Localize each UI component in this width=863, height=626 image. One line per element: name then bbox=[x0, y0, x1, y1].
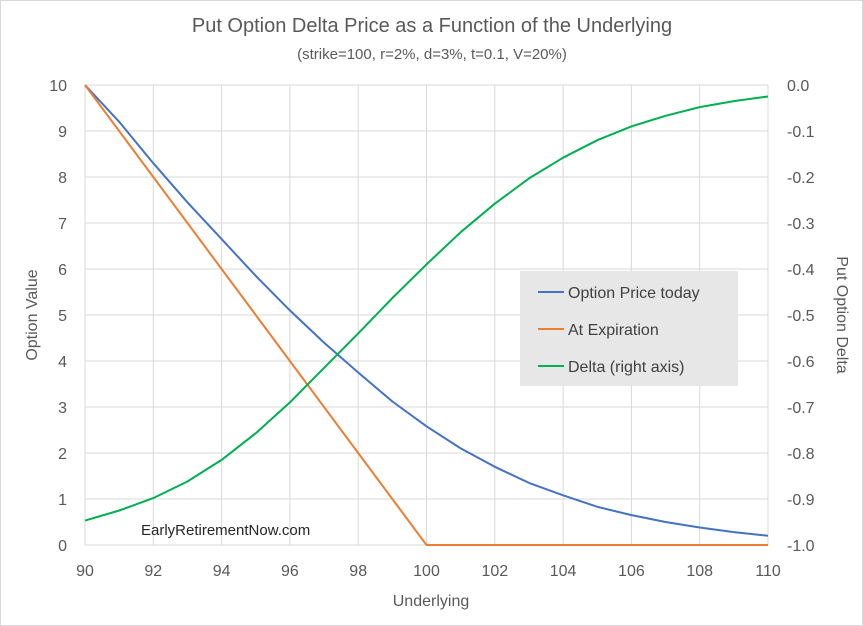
chart-title: Put Option Delta Price as a Function of … bbox=[192, 15, 672, 37]
x-tick-label: 98 bbox=[349, 563, 367, 580]
y-tick-label: 5 bbox=[58, 308, 67, 325]
y2-tick-label: -1.0 bbox=[787, 538, 815, 555]
series-line-delta-right-axis bbox=[84, 95, 769, 522]
y-tick-label: 3 bbox=[58, 400, 67, 417]
series-lines bbox=[84, 84, 769, 546]
watermark-text: EarlyRetirementNow.com bbox=[141, 522, 310, 539]
x-tick-label: 92 bbox=[144, 563, 162, 580]
y2-tick-label: -0.1 bbox=[787, 124, 815, 141]
y-tick-label: 9 bbox=[58, 124, 67, 141]
y2-tick-label: -0.7 bbox=[787, 400, 815, 417]
series-line-at-expiration bbox=[84, 84, 768, 546]
y2-tick-label: -0.6 bbox=[787, 354, 815, 371]
x-tick-label: 104 bbox=[550, 563, 577, 580]
x-tick-label: 106 bbox=[618, 563, 645, 580]
gridlines bbox=[84, 84, 769, 546]
y-tick-label: 6 bbox=[58, 262, 67, 279]
x-tick-label: 94 bbox=[213, 563, 231, 580]
x-axis-ticks: 90 92 94 96 98 100 102 104 106 108 110 bbox=[76, 563, 781, 580]
y2-tick-label: -0.4 bbox=[787, 262, 815, 279]
y-tick-label: 7 bbox=[58, 216, 67, 233]
legend-label-option-price-today: Option Price today bbox=[568, 285, 700, 302]
legend-label-at-expiration: At Expiration bbox=[568, 322, 659, 339]
y2-axis-title: Put Option Delta bbox=[833, 256, 850, 374]
y-tick-label: 1 bbox=[58, 492, 67, 509]
right-axis-ticks: -1.0 -0.9 -0.8 -0.7 -0.6 -0.5 -0.4 -0.3 -0.2 -0.1… bbox=[787, 78, 815, 555]
y-tick-label: 8 bbox=[58, 170, 67, 187]
x-tick-label: 100 bbox=[413, 563, 440, 580]
y-tick-label: 4 bbox=[58, 354, 67, 371]
chart-subtitle: (strike=100, r=2%, d=3%, t=0.1, V=20%) bbox=[297, 46, 567, 63]
y2-tick-label: 0.0 bbox=[787, 78, 809, 95]
y-tick-label: 10 bbox=[49, 78, 67, 95]
x-tick-label: 108 bbox=[686, 563, 713, 580]
x-tick-label: 102 bbox=[481, 563, 508, 580]
x-tick-label: 96 bbox=[281, 563, 299, 580]
y-axis-title: Option Value bbox=[24, 269, 41, 360]
y-tick-label: 0 bbox=[58, 538, 67, 555]
y-tick-label: 2 bbox=[58, 446, 67, 463]
left-axis-ticks: 0 1 2 3 4 5 6 7 8 9 10 bbox=[49, 78, 67, 555]
x-axis-title: Underlying bbox=[393, 593, 469, 610]
x-tick-label: 90 bbox=[76, 563, 94, 580]
y2-tick-label: -0.9 bbox=[787, 492, 815, 509]
y2-tick-label: -0.3 bbox=[787, 216, 815, 233]
y2-tick-label: -0.2 bbox=[787, 170, 815, 187]
series-line-option-price-today bbox=[84, 84, 769, 537]
legend-label-delta-right-axis: Delta (right axis) bbox=[568, 359, 684, 376]
y2-tick-label: -0.8 bbox=[787, 446, 815, 463]
legend: Option Price today At Expiration Delta (ri… bbox=[520, 271, 738, 386]
x-tick-label: 110 bbox=[755, 563, 781, 580]
y2-tick-label: -0.5 bbox=[787, 308, 815, 325]
